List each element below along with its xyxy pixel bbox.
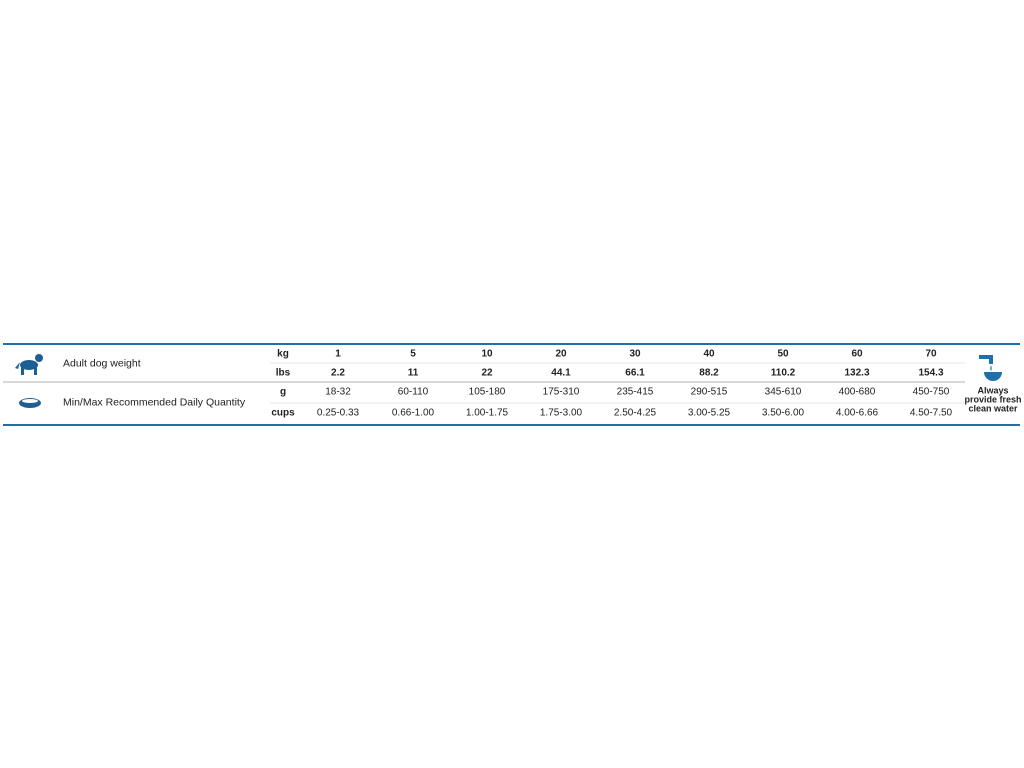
cell: 66.1 (625, 368, 645, 379)
cell: 88.2 (699, 368, 719, 379)
cell: 60 (851, 349, 863, 360)
cell: 175-310 (543, 387, 580, 398)
cell: 40 (703, 349, 715, 360)
cell: 0.66-1.00 (392, 408, 435, 419)
cell: 50 (777, 349, 789, 360)
cell: 70 (925, 349, 937, 360)
water-note: provide fresh (964, 394, 1021, 404)
cell: 1.00-1.75 (466, 408, 509, 419)
unit-label: kg (277, 349, 289, 360)
water-note: Always (977, 385, 1008, 395)
unit-label: lbs (276, 368, 291, 379)
cell: 18-32 (325, 387, 351, 398)
water-icon (979, 355, 1002, 381)
cell: 60-110 (398, 387, 429, 398)
cell: 44.1 (551, 368, 571, 379)
cell: 0.25-0.33 (317, 408, 360, 419)
cell: 20 (555, 349, 567, 360)
cell: 2.50-4.25 (614, 408, 657, 419)
cell: 345-610 (765, 387, 802, 398)
cell: 22 (481, 368, 493, 379)
cell: 4.50-7.50 (910, 408, 953, 419)
cell: 1 (335, 349, 341, 360)
cell: 132.3 (844, 368, 869, 379)
section-label: Min/Max Recommended Daily Quantity (63, 396, 246, 408)
cell: 10 (481, 349, 493, 360)
cell: 4.00-6.66 (836, 408, 879, 419)
cell: 1.75-3.00 (540, 408, 583, 419)
cell: 290-515 (691, 387, 728, 398)
cell: 235-415 (617, 387, 654, 398)
cell: 450-750 (913, 387, 950, 398)
unit-label: cups (271, 408, 295, 419)
unit-label: g (280, 387, 286, 398)
cell: 105-180 (469, 387, 506, 398)
water-note: clean water (968, 403, 1018, 413)
section-label: Adult dog weight (63, 357, 141, 369)
cell: 5 (410, 349, 416, 360)
cell: 110.2 (771, 368, 796, 379)
cell: 3.00-5.25 (688, 408, 731, 419)
cell: 3.50-6.00 (762, 408, 805, 419)
dog-icon (15, 354, 43, 375)
bowl-icon (19, 398, 41, 408)
cell: 400-680 (839, 387, 876, 398)
cell: 11 (408, 368, 419, 379)
cell: 154.3 (918, 368, 943, 379)
cell: 30 (629, 349, 641, 360)
cell: 2.2 (331, 368, 345, 379)
